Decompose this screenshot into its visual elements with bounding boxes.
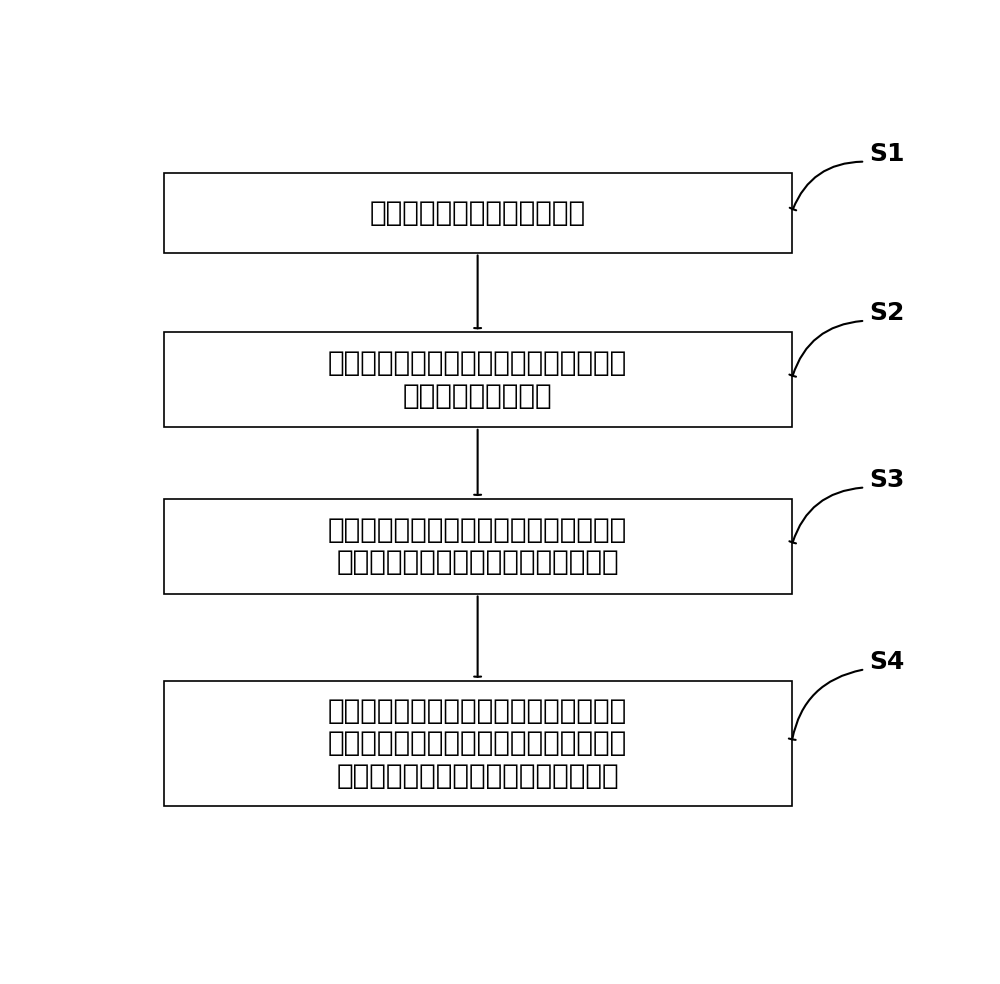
Text: 获取历史烟虫诱捕器照片数据: 获取历史烟虫诱捕器照片数据 xyxy=(370,199,586,226)
Text: 利用获得的批量标注数据集信息训练神经
网络模型，获得烟虫识别神经网络模型: 利用获得的批量标注数据集信息训练神经 网络模型，获得烟虫识别神经网络模型 xyxy=(328,516,627,577)
Text: 利用获得的烟虫识别神经网络模型识别待
计数的烟虫诱捕器照片，自动获得烟虫诱
捕器照片上的烟虫种类和烟虫数量信息: 利用获得的烟虫识别神经网络模型识别待 计数的烟虫诱捕器照片，自动获得烟虫诱 捕器… xyxy=(328,697,627,789)
Text: S2: S2 xyxy=(869,301,904,325)
Bar xyxy=(164,333,792,427)
Bar xyxy=(164,499,792,593)
Text: S1: S1 xyxy=(869,142,905,166)
Text: S3: S3 xyxy=(869,467,904,492)
Text: 处理所述历史烟虫诱捕器照片数据，形成
批量标注数据集信息: 处理所述历史烟虫诱捕器照片数据，形成 批量标注数据集信息 xyxy=(328,349,627,409)
Text: S4: S4 xyxy=(869,649,904,674)
Bar xyxy=(164,173,792,253)
Bar xyxy=(164,681,792,806)
